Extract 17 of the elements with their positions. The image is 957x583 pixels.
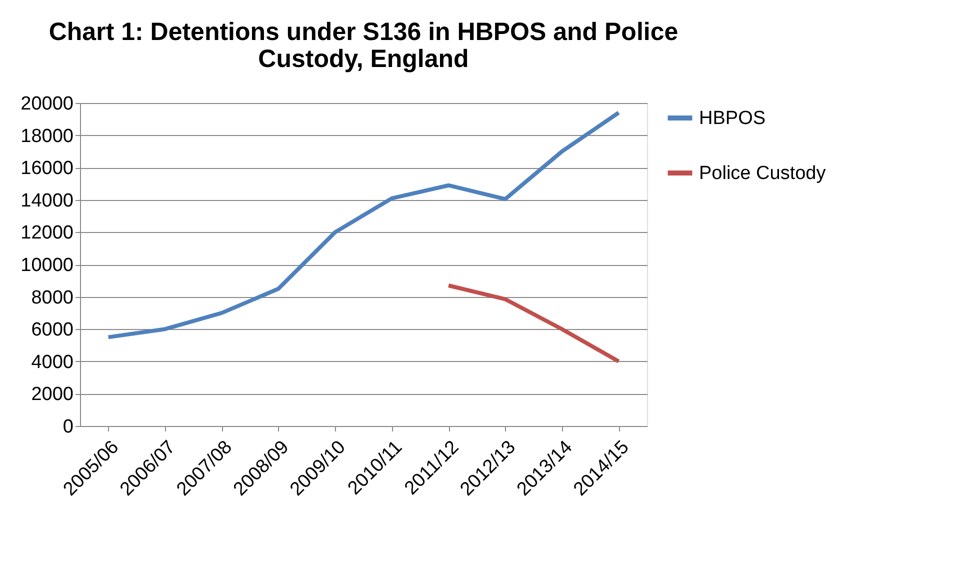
y-tick-label: 10000 — [20, 255, 74, 276]
y-tick-label: 4000 — [31, 352, 74, 373]
text: Custody, England — [258, 45, 469, 73]
legend-label: HBPOS — [699, 108, 766, 129]
y-tick-label: 12000 — [20, 222, 74, 244]
y-tick-label: 8000 — [31, 287, 74, 308]
line-series — [446, 283, 621, 364]
y-tick-label: 16000 — [20, 158, 74, 180]
legend-label: Police Custody — [699, 163, 826, 184]
y-tick-label: 2000 — [31, 384, 74, 406]
y-tick-label: 18000 — [20, 126, 74, 147]
y-tick-label: 20000 — [20, 94, 74, 114]
y-tick-label: 6000 — [31, 320, 74, 341]
text: Chart 1: Detentions under S136 in HBPOS and Police — [48, 18, 678, 46]
line-series — [106, 110, 621, 340]
y-tick-label: 14000 — [20, 190, 74, 212]
y-tick-label: 0 — [62, 416, 74, 438]
